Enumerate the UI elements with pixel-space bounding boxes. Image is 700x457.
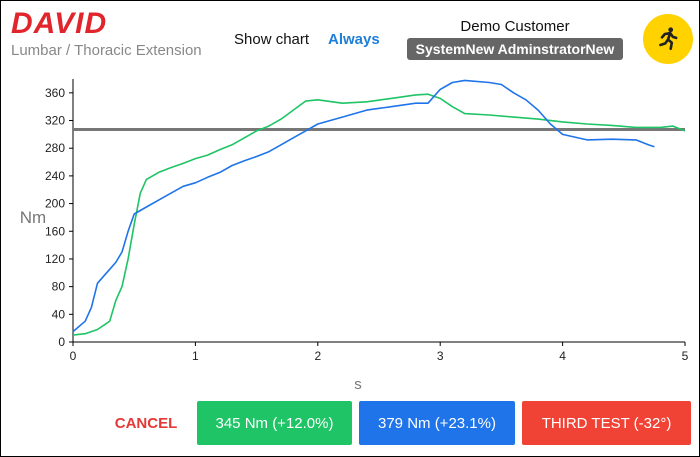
series-line-1 [72,93,686,336]
y-tick-label: 280 [45,141,65,155]
y-tick-label: 360 [45,86,65,100]
start-exercise-button[interactable] [643,14,693,64]
series-line-2 [72,79,655,333]
result-blue-button[interactable]: 379 Nm (+23.1%) [359,401,515,445]
x-axis-label: s [354,376,362,393]
y-tick-label: 0 [58,335,65,349]
y-tick-label: 200 [45,197,65,211]
y-tick-label: 120 [45,252,65,266]
customer-name: Demo Customer [460,18,570,35]
exercise-subtitle: Lumbar / Thoracic Extension [11,42,202,59]
x-tick-label: 3 [437,349,444,363]
x-tick-label: 1 [192,349,199,363]
running-person-icon [659,27,678,51]
y-tick-label: 240 [45,169,65,183]
x-tick-label: 2 [314,349,321,363]
user-badge[interactable]: SystemNew AdminstratorNew [407,38,623,60]
show-chart-toggle[interactable]: Always [328,31,380,48]
x-tick-label: 0 [70,349,77,363]
show-chart-label: Show chart [234,31,310,48]
third-test-button[interactable]: THIRD TEST (-32°) [522,401,691,445]
x-tick-label: 4 [559,349,566,363]
y-tick-label: 80 [52,280,66,294]
app-logo: DAVID [11,7,108,40]
result-green-button[interactable]: 345 Nm (+12.0%) [197,401,352,445]
y-axis-label: Nm [20,208,46,227]
y-tick-label: 40 [52,307,66,321]
x-tick-label: 5 [682,349,689,363]
y-tick-label: 320 [45,114,65,128]
force-chart: 0 40 80 120 160 200 240 280 320 360 0 1 2 3 4 5 Nm s [20,79,689,393]
cancel-button[interactable]: CANCEL [101,401,191,445]
y-tick-label: 160 [45,224,65,238]
